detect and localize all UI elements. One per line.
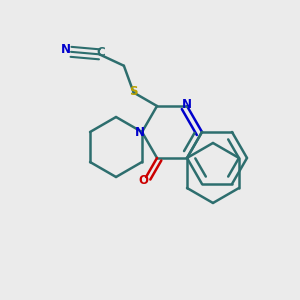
Text: O: O (138, 173, 148, 187)
Text: N: N (182, 98, 192, 110)
Text: N: N (61, 43, 71, 56)
Text: N: N (135, 125, 145, 139)
Text: S: S (129, 85, 138, 98)
Text: C: C (96, 46, 105, 59)
